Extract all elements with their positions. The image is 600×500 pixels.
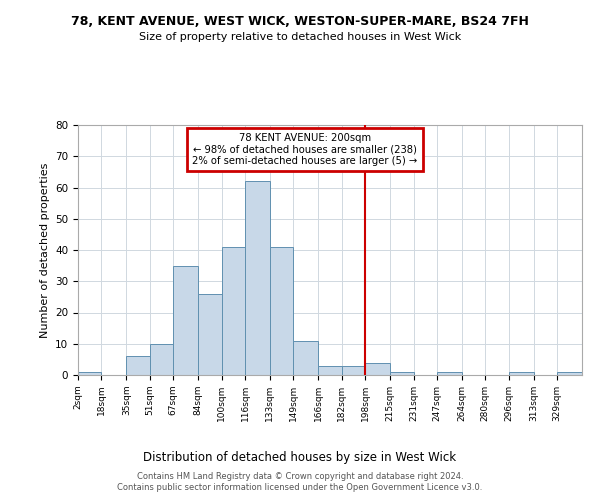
Bar bbox=[342, 366, 365, 375]
Y-axis label: Number of detached properties: Number of detached properties bbox=[40, 162, 50, 338]
Bar bbox=[318, 366, 342, 375]
Text: Distribution of detached houses by size in West Wick: Distribution of detached houses by size … bbox=[143, 451, 457, 464]
Text: Size of property relative to detached houses in West Wick: Size of property relative to detached ho… bbox=[139, 32, 461, 42]
Bar bbox=[221, 247, 245, 375]
Bar bbox=[365, 362, 390, 375]
Bar bbox=[509, 372, 533, 375]
Bar bbox=[198, 294, 221, 375]
Text: Contains public sector information licensed under the Open Government Licence v3: Contains public sector information licen… bbox=[118, 484, 482, 492]
Bar bbox=[293, 340, 318, 375]
Bar bbox=[150, 344, 173, 375]
Text: 78 KENT AVENUE: 200sqm
← 98% of detached houses are smaller (238)
2% of semi-det: 78 KENT AVENUE: 200sqm ← 98% of detached… bbox=[193, 133, 418, 166]
Text: Contains HM Land Registry data © Crown copyright and database right 2024.: Contains HM Land Registry data © Crown c… bbox=[137, 472, 463, 481]
Bar bbox=[557, 372, 582, 375]
Bar bbox=[127, 356, 150, 375]
Bar bbox=[78, 372, 101, 375]
Bar bbox=[270, 247, 293, 375]
Bar bbox=[390, 372, 413, 375]
Bar bbox=[437, 372, 462, 375]
Bar bbox=[173, 266, 198, 375]
Text: 78, KENT AVENUE, WEST WICK, WESTON-SUPER-MARE, BS24 7FH: 78, KENT AVENUE, WEST WICK, WESTON-SUPER… bbox=[71, 15, 529, 28]
Bar bbox=[245, 181, 270, 375]
